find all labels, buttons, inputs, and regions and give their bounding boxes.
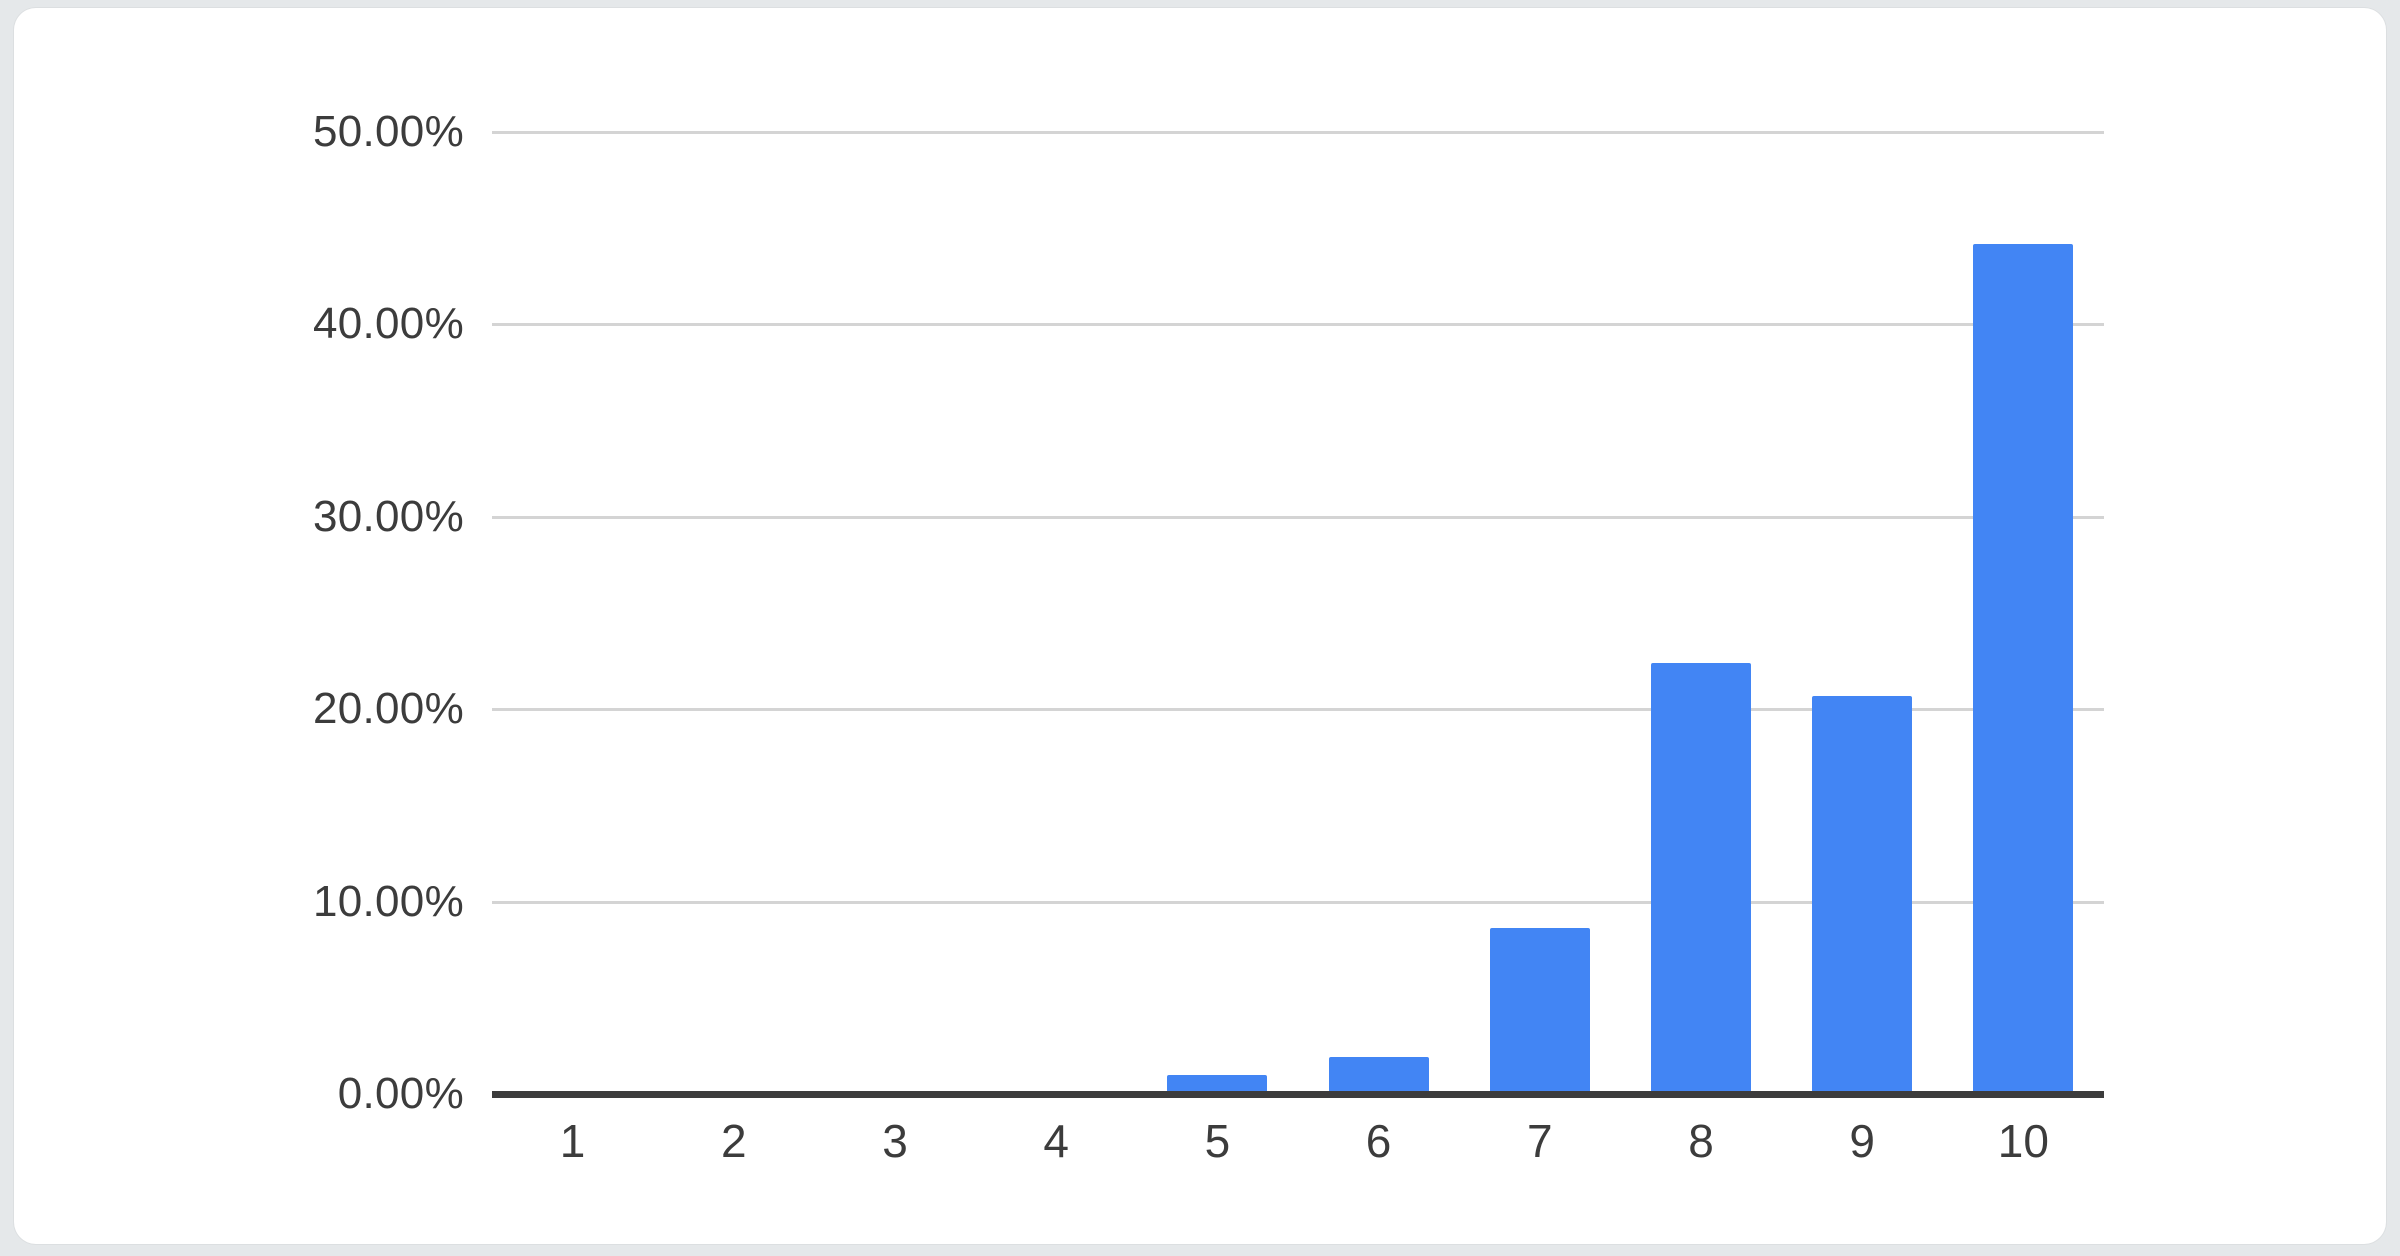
bar[interactable] bbox=[1328, 1057, 1429, 1094]
bar[interactable] bbox=[1812, 695, 1913, 1094]
x-axis-tick-label: 5 bbox=[1204, 1115, 1231, 1167]
bar-slot bbox=[845, 132, 945, 1094]
y-axis-tick-label: 0.00% bbox=[337, 1069, 464, 1118]
bar-slot bbox=[1651, 132, 1751, 1094]
x-axis-line bbox=[492, 1091, 2104, 1098]
bar[interactable] bbox=[1973, 243, 2074, 1094]
chart-card: 0.00% 10.00% 20.00% 30.00% 40.00% 50.00% 1 2 3 4… bbox=[14, 8, 2386, 1244]
y-axis-tick-label: 30.00% bbox=[312, 491, 464, 541]
bar-slot bbox=[1812, 132, 1913, 1094]
bar-slot bbox=[1328, 132, 1429, 1094]
gridline bbox=[492, 515, 2104, 519]
bar-slot bbox=[1167, 132, 1268, 1094]
x-axis-tick-label: 8 bbox=[1688, 1115, 1714, 1167]
y-axis-tick-label: 10.00% bbox=[312, 876, 464, 926]
x-axis-tick-label: 2 bbox=[721, 1115, 747, 1167]
bar-slot bbox=[522, 132, 623, 1094]
bars-group bbox=[492, 132, 2104, 1094]
gridline bbox=[492, 323, 2104, 327]
bar[interactable] bbox=[1489, 927, 1590, 1094]
bar[interactable] bbox=[1167, 1074, 1268, 1094]
bar-slot bbox=[1489, 132, 1590, 1094]
x-axis-tick-label: 7 bbox=[1527, 1115, 1553, 1167]
bar-slot bbox=[1973, 132, 2074, 1094]
y-axis-tick-label: 40.00% bbox=[312, 299, 464, 349]
y-axis-tick-label: 20.00% bbox=[312, 684, 464, 734]
x-axis-tick-label: 3 bbox=[882, 1115, 908, 1167]
x-axis-tick-label: 10 bbox=[1997, 1115, 2049, 1167]
gridline bbox=[492, 131, 2104, 134]
gridline bbox=[492, 708, 2104, 712]
x-axis-tick-label: 4 bbox=[1043, 1115, 1069, 1167]
x-axis-tick-label: 9 bbox=[1849, 1115, 1875, 1167]
bar-slot bbox=[1006, 132, 1107, 1094]
gridline bbox=[492, 900, 2104, 904]
x-axis-tick-label: 1 bbox=[559, 1115, 586, 1167]
bar[interactable] bbox=[1651, 663, 1751, 1094]
y-axis-tick-label: 50.00% bbox=[312, 107, 464, 156]
x-axis-tick-label: 6 bbox=[1365, 1115, 1392, 1167]
bar-slot bbox=[684, 132, 784, 1094]
